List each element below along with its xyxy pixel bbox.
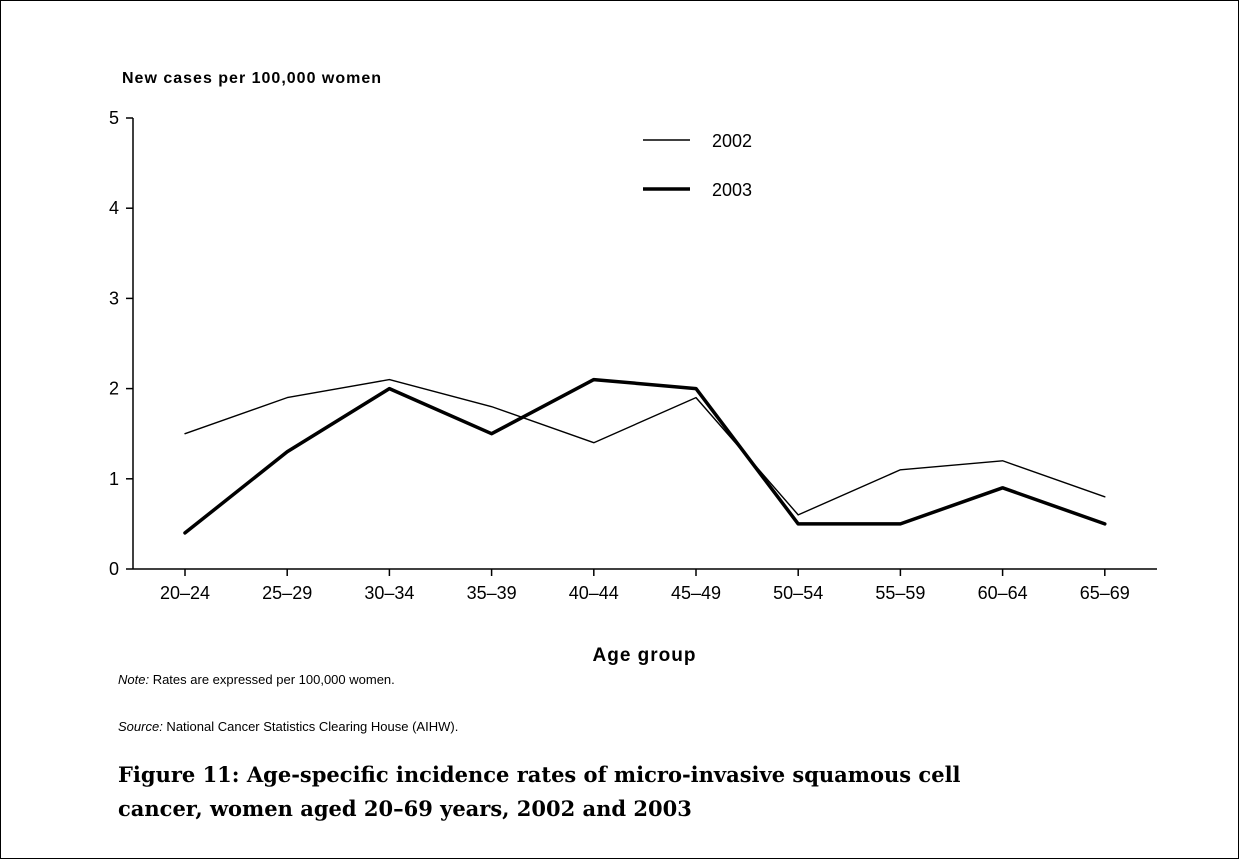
axes: 0 1 2 3 4 5 20–24 25–29 30–34 35–39 40–44 45–49 50–5… [109, 108, 1157, 603]
x-tick-label: 40–44 [569, 583, 619, 603]
series-line-2002 [184, 378, 1106, 516]
x-tick-label: 25–29 [262, 583, 312, 603]
series-lines [183, 377, 1107, 535]
figure-caption: Figure 11: Age-specific incidence rates … [118, 762, 961, 821]
note-text: Rates are expressed per 100,000 women. [149, 672, 395, 687]
x-tick-label: 30–34 [364, 583, 414, 603]
x-axis-label: Age group [592, 645, 697, 666]
y-axis-label: New cases per 100,000 women [122, 70, 383, 87]
source-label: Source: [118, 719, 163, 734]
y-tick-label: 2 [109, 379, 119, 399]
note-label: Note: [118, 672, 150, 687]
source: Source: National Cancer Statistics Clear… [118, 719, 458, 734]
x-tick-label: 20–24 [160, 583, 210, 603]
x-tick-label: 65–69 [1080, 583, 1130, 603]
legend-label-2002: 2002 [712, 131, 752, 151]
x-tick-label: 50–54 [773, 583, 823, 603]
series-line-2003 [183, 377, 1107, 535]
x-tick-label: 45–49 [671, 583, 721, 603]
legend: 2002 2003 [643, 131, 752, 200]
x-tick-label: 55–59 [875, 583, 925, 603]
x-tick-label: 35–39 [467, 583, 517, 603]
source-text: National Cancer Statistics Clearing Hous… [162, 719, 459, 734]
legend-label-2003: 2003 [712, 180, 752, 200]
y-tick-label: 3 [109, 288, 119, 308]
y-tick-label: 5 [109, 108, 119, 128]
x-tick-label: 60–64 [978, 583, 1028, 603]
y-tick-label: 0 [109, 559, 119, 579]
y-tick-label: 4 [109, 198, 119, 218]
note: Note: Rates are expressed per 100,000 wo… [118, 672, 395, 687]
y-tick-label: 1 [109, 469, 119, 489]
